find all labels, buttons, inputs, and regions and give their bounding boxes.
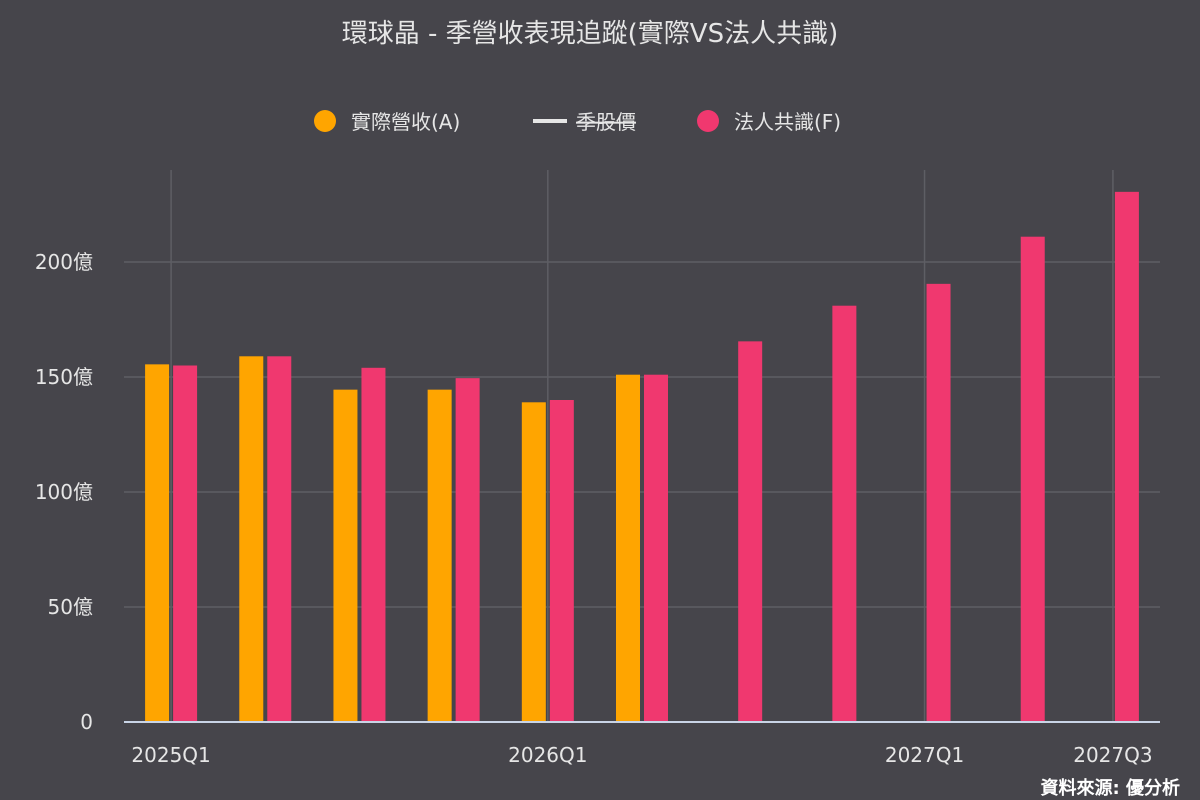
bar-consensus[interactable] <box>361 367 386 722</box>
legend-item[interactable]: 季股價 <box>533 110 636 134</box>
x-tick-label: 2027Q1 <box>885 743 964 767</box>
bar-consensus[interactable] <box>173 365 198 723</box>
y-tick-label: 150億 <box>35 365 93 389</box>
gridlines <box>124 170 1160 722</box>
bars <box>145 191 1139 723</box>
y-tick-label: 200億 <box>35 250 93 274</box>
bar-consensus[interactable] <box>926 283 951 722</box>
legend: 實際營收(A) 季股價 法人共識(F) <box>314 110 841 134</box>
bar-consensus[interactable] <box>1020 236 1045 722</box>
bar-consensus[interactable] <box>738 341 763 722</box>
legend-label: 法人共識(F) <box>734 110 841 134</box>
bar-consensus[interactable] <box>644 374 668 722</box>
legend-item[interactable]: 實際營收(A) <box>314 110 460 134</box>
y-axis: 0 50億 100億 150億 200億 <box>35 250 93 734</box>
bar-actual[interactable] <box>333 389 358 722</box>
legend-label: 實際營收(A) <box>351 110 460 134</box>
bar-actual[interactable] <box>427 389 452 722</box>
source-note: 資料來源: 優分析 <box>1041 777 1180 799</box>
x-tick-label: 2025Q1 <box>131 743 210 767</box>
y-tick-label: 50億 <box>48 595 93 619</box>
legend-item[interactable]: 法人共識(F) <box>697 110 841 134</box>
x-tick-label: 2026Q1 <box>508 743 587 767</box>
y-tick-label: 0 <box>80 710 93 734</box>
bar-actual[interactable] <box>239 356 264 722</box>
legend-circle-icon <box>697 110 719 132</box>
bar-consensus[interactable] <box>549 400 574 722</box>
bar-actual[interactable] <box>145 364 170 722</box>
y-tick-label: 100億 <box>35 480 93 504</box>
x-axis: 2025Q1 2026Q1 2027Q1 2027Q3 <box>124 721 1160 767</box>
bar-consensus[interactable] <box>832 305 857 722</box>
bar-actual[interactable] <box>521 402 546 722</box>
x-tick-label: 2027Q3 <box>1073 743 1152 767</box>
bar-consensus[interactable] <box>455 378 480 722</box>
bar-consensus[interactable] <box>1114 191 1139 723</box>
chart-title: 環球晶 - 季營收表現追蹤(實際VS法人共識) <box>342 19 839 49</box>
legend-label: 季股價 <box>576 110 636 134</box>
bar-actual[interactable] <box>616 374 640 722</box>
bar-consensus[interactable] <box>267 356 292 722</box>
legend-circle-icon <box>314 110 336 132</box>
